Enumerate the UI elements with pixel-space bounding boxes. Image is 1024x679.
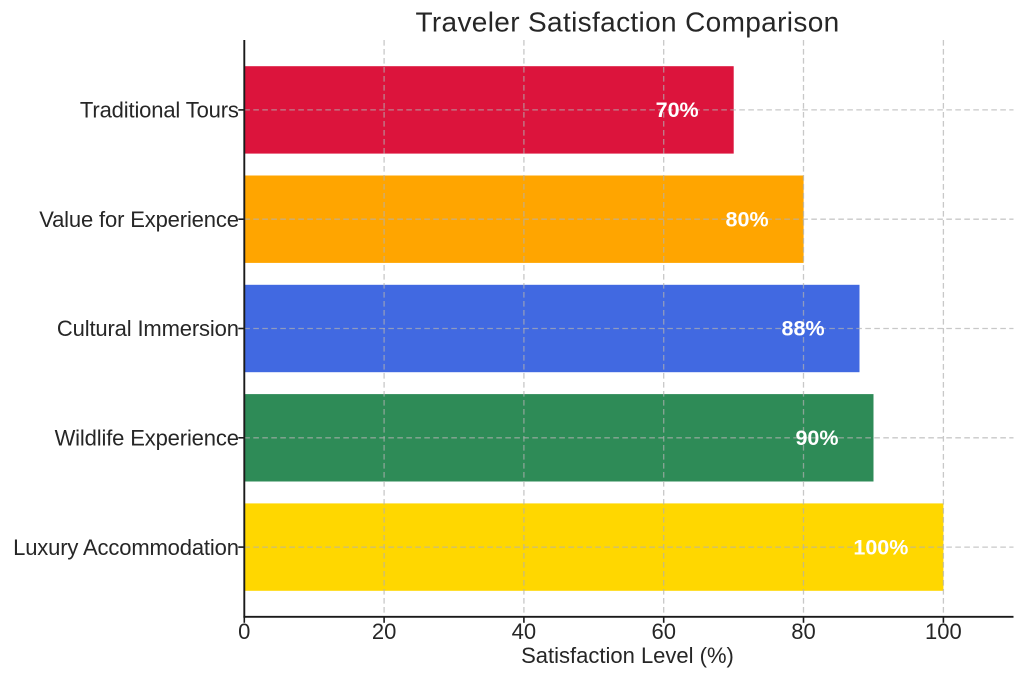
svg-text:Wildlife Experience: Wildlife Experience xyxy=(55,426,239,451)
svg-text:70%: 70% xyxy=(656,98,699,122)
svg-text:88%: 88% xyxy=(782,317,825,341)
svg-text:90%: 90% xyxy=(795,426,838,450)
svg-text:80: 80 xyxy=(791,619,815,644)
svg-text:20: 20 xyxy=(372,619,396,644)
svg-text:100: 100 xyxy=(925,619,962,644)
svg-text:0: 0 xyxy=(238,619,250,644)
svg-text:Traveler Satisfaction Comparis: Traveler Satisfaction Comparison xyxy=(415,6,839,37)
svg-text:Cultural Immersion: Cultural Immersion xyxy=(57,316,239,341)
svg-text:Traditional Tours: Traditional Tours xyxy=(80,98,239,123)
svg-text:100%: 100% xyxy=(853,535,908,559)
svg-text:40: 40 xyxy=(512,619,536,644)
svg-text:Value for Experience: Value for Experience xyxy=(39,207,239,232)
svg-text:60: 60 xyxy=(651,619,675,644)
svg-text:Luxury Accommodation: Luxury Accommodation xyxy=(13,535,239,560)
svg-text:Satisfaction Level (%): Satisfaction Level (%) xyxy=(521,643,734,668)
svg-text:80%: 80% xyxy=(726,207,769,231)
